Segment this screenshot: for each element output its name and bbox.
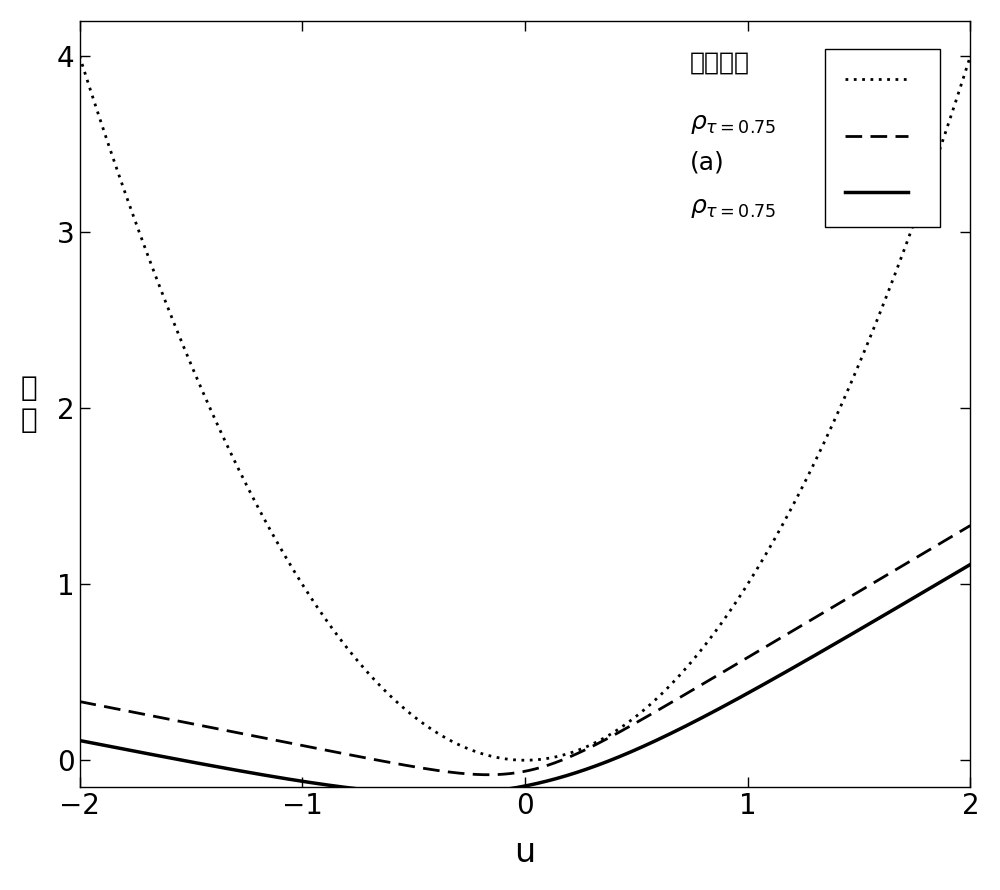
- Text: $\rho_{\tau=0.75}$: $\rho_{\tau=0.75}$: [690, 197, 776, 221]
- Text: 二次函数: 二次函数: [690, 51, 750, 75]
- Y-axis label: 函
数: 函 数: [21, 374, 37, 434]
- X-axis label: u: u: [514, 837, 536, 870]
- Legend: , , : , ,: [825, 49, 940, 228]
- Text: $\rho_{\tau=0.75}$: $\rho_{\tau=0.75}$: [690, 112, 776, 136]
- Text: (a): (a): [690, 150, 724, 174]
